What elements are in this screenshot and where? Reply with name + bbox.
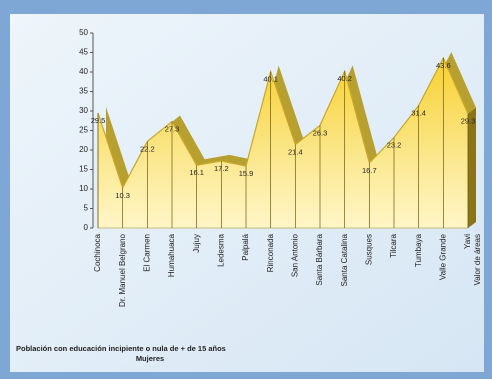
x-tick-label: Yavi: [463, 234, 472, 249]
value-label: 31.4: [411, 109, 426, 118]
value-label: 16.1: [189, 168, 204, 177]
x-tick-label: Susques: [364, 234, 373, 265]
value-label: 10.3: [115, 191, 130, 200]
y-tick-label: 20: [79, 145, 88, 154]
y-tick-label: 40: [79, 67, 88, 76]
y-tick-label: 50: [79, 28, 88, 37]
value-label: 23.2: [387, 141, 402, 150]
x-tick-label: Humahuaca: [167, 233, 176, 277]
y-tick-label: 35: [79, 87, 88, 96]
x-tick-label: Santa Bárbara: [315, 233, 324, 285]
x-tick-label: Valle Grande: [438, 233, 447, 280]
value-label: 21.4: [288, 148, 303, 157]
y-tick-label: 0: [84, 223, 89, 232]
value-label: 22.2: [140, 144, 155, 153]
chart-subtitle: Mujeres: [136, 354, 164, 363]
chart-title: Población con educación incipiente o nul…: [16, 344, 226, 353]
value-label: 26.3: [313, 128, 328, 137]
y-tick-label: 30: [79, 106, 88, 115]
value-label: 17.2: [214, 164, 229, 173]
value-label: 15.9: [239, 169, 254, 178]
x-tick-label: El Carmen: [142, 234, 151, 272]
value-label: 27.3: [165, 125, 180, 134]
y-tick-label: 25: [79, 126, 88, 135]
y-tick-label: 5: [84, 204, 89, 213]
value-label: 40.1: [263, 75, 278, 84]
x-tick-label: Tilcara: [389, 233, 398, 257]
area-side: [468, 107, 476, 228]
x-tick-label: Rinconada: [266, 233, 275, 272]
value-label: 40.2: [337, 74, 352, 83]
x-tick-label: Jujuy: [192, 234, 201, 253]
value-label: 29.5: [91, 116, 106, 125]
area-top: [97, 56, 469, 190]
x-tick-label: Cochinoca: [93, 233, 102, 271]
legend-entry: Valor de áreas: [473, 234, 482, 285]
y-tick-label: 10: [79, 184, 88, 193]
x-tick-label: Dr. Manuel Belgrano: [118, 233, 127, 306]
value-label: 43.6: [436, 61, 451, 70]
x-tick-label: Palpalá: [241, 233, 250, 260]
x-tick-label: Santa Catalina: [340, 233, 349, 286]
y-tick-label: 45: [79, 48, 88, 57]
value-label: 29.3: [461, 117, 476, 126]
x-tick-label: Tumbaya: [414, 233, 423, 267]
x-tick-label: Ledesma: [216, 233, 225, 266]
x-tick-label: San Antonio: [290, 233, 299, 277]
value-label: 16.7: [362, 166, 377, 175]
y-tick-label: 15: [79, 165, 88, 174]
